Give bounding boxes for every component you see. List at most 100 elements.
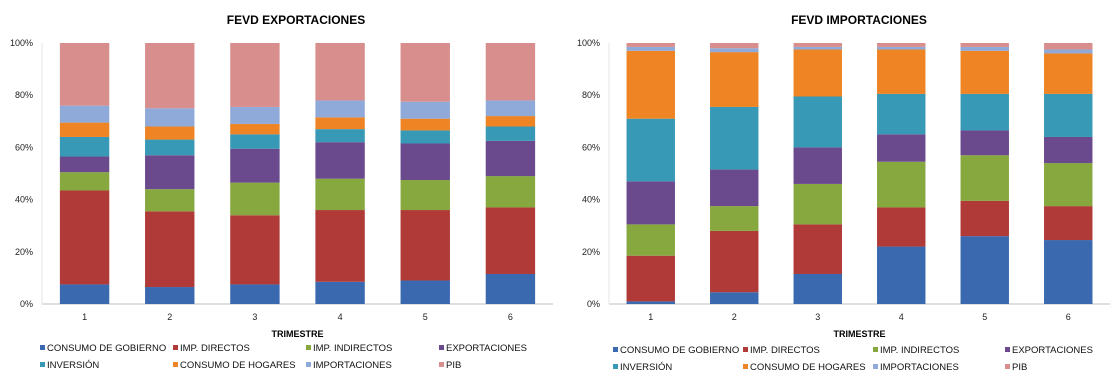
bar-segment: [315, 142, 365, 179]
bar-segment: [59, 172, 110, 191]
x-tick-label: 2: [167, 312, 172, 322]
y-tick-label: 100%: [577, 38, 600, 48]
chart-1: FEVD EXPORTACIONES 0% 20% 40% 60% 80% 100% 1 2 3 4…: [10, 13, 553, 371]
x-tick-label: 6: [508, 312, 513, 322]
chart-2: FEVD IMPORTACIONES 0% 20% 40% 60% 80% 100% 1 2 3 4…: [577, 13, 1110, 373]
bar-segment: [485, 116, 536, 127]
bar-segment: [485, 207, 536, 274]
bar-segment: [960, 155, 1009, 201]
bar-segment: [230, 134, 280, 149]
bar-segment: [230, 43, 280, 107]
x-tick-label: 5: [423, 312, 428, 322]
bar-segment: [626, 50, 675, 119]
x-tick-label: 5: [982, 312, 987, 322]
legend-swatch: [439, 345, 444, 350]
bar-segment: [1044, 240, 1093, 304]
bar-segment: [793, 96, 842, 148]
bar-segment: [626, 301, 675, 304]
bar-segment: [877, 246, 926, 304]
x-tick-label: 3: [815, 312, 820, 322]
bar-segment: [960, 50, 1009, 94]
y-tick-label: 60%: [582, 142, 600, 152]
y-tick-label: 80%: [582, 90, 600, 100]
legend-swatch: [873, 347, 878, 352]
chart-title: FEVD EXPORTACIONES: [227, 13, 365, 27]
bar-segment: [960, 46, 1009, 51]
legend-label: EXPORTACIONES: [446, 343, 527, 354]
bar-segment: [626, 224, 675, 256]
bar-segment: [960, 93, 1009, 131]
bar-segment: [1044, 43, 1093, 50]
bar-segment: [230, 284, 280, 304]
bar-segment: [877, 161, 926, 208]
bar-segment: [230, 148, 280, 183]
bar-segment: [400, 210, 450, 281]
bar-segment: [145, 108, 195, 127]
bar-segment: [145, 155, 195, 190]
bar-segment: [59, 105, 110, 123]
bar-segment: [315, 281, 365, 304]
bar-segment: [793, 273, 842, 304]
y-tick-label: 20%: [15, 247, 33, 257]
bar-segment: [626, 43, 675, 47]
bar-segment: [59, 43, 110, 106]
bar-segment: [400, 180, 450, 211]
bar-segment: [710, 292, 759, 304]
bar-segment: [793, 49, 842, 97]
legend-label: IMPORTACIONES: [313, 360, 392, 371]
bar-segment: [877, 43, 926, 47]
legend-swatch: [743, 347, 748, 352]
bar-segment: [793, 183, 842, 225]
bar-segment: [485, 43, 536, 101]
bar-segment: [145, 139, 195, 156]
legend-label: IMPORTACIONES: [880, 362, 959, 373]
bar-segment: [793, 224, 842, 274]
legend-swatch: [873, 364, 878, 369]
bar-segment: [626, 118, 675, 182]
bar-segment: [1044, 136, 1093, 164]
bar-segment: [315, 129, 365, 143]
legend-label: IMP. INDIRECTOS: [313, 343, 392, 354]
bar-segment: [315, 178, 365, 211]
bar-segment: [400, 101, 450, 119]
legend-swatch: [173, 362, 178, 367]
y-tick-label: 100%: [10, 38, 33, 48]
bar-segment: [1044, 163, 1093, 207]
bar-segment: [485, 273, 536, 304]
bar-segment: [710, 106, 759, 170]
legend-swatch: [1005, 364, 1010, 369]
bar-segment: [626, 255, 675, 302]
y-tick-label: 40%: [15, 195, 33, 205]
x-tick-label: 4: [899, 312, 904, 322]
x-tick-label: 1: [82, 312, 87, 322]
legend-swatch: [306, 362, 311, 367]
legend-label: IMP. DIRECTOS: [750, 345, 820, 356]
bar-segment: [485, 126, 536, 141]
bar-segment: [960, 43, 1009, 47]
legend-label: PIB: [1012, 362, 1027, 373]
legend: CONSUMO DE GOBIERNO IMP. DIRECTOS IMP. IND…: [40, 343, 527, 371]
bar-segment: [793, 147, 842, 184]
bar-segment: [877, 207, 926, 247]
bar-segment: [710, 43, 759, 49]
bar-segment: [400, 43, 450, 102]
y-tick-label: 80%: [15, 90, 33, 100]
y-tick-label: 20%: [582, 247, 600, 257]
bar-segment: [1044, 49, 1093, 54]
legend-swatch: [613, 347, 618, 352]
bar-segment: [793, 43, 842, 47]
legend-swatch: [306, 345, 311, 350]
bar-segment: [400, 118, 450, 131]
x-tick-label: 6: [1066, 312, 1071, 322]
legend-label: CONSUMO DE HOGARES: [180, 360, 296, 371]
bar-segment: [877, 49, 926, 94]
legend-label: INVERSIÓN: [620, 362, 672, 373]
legend: CONSUMO DE GOBIERNO IMP. DIRECTOS IMP. IND…: [613, 345, 1093, 373]
legend-swatch: [40, 345, 45, 350]
bar-segment: [145, 211, 195, 288]
bar-segment: [400, 280, 450, 304]
legend-label: INVERSIÓN: [47, 360, 99, 371]
bar-segment: [230, 182, 280, 216]
y-tick-label: 0%: [587, 299, 600, 309]
bar-segment: [1044, 206, 1093, 241]
